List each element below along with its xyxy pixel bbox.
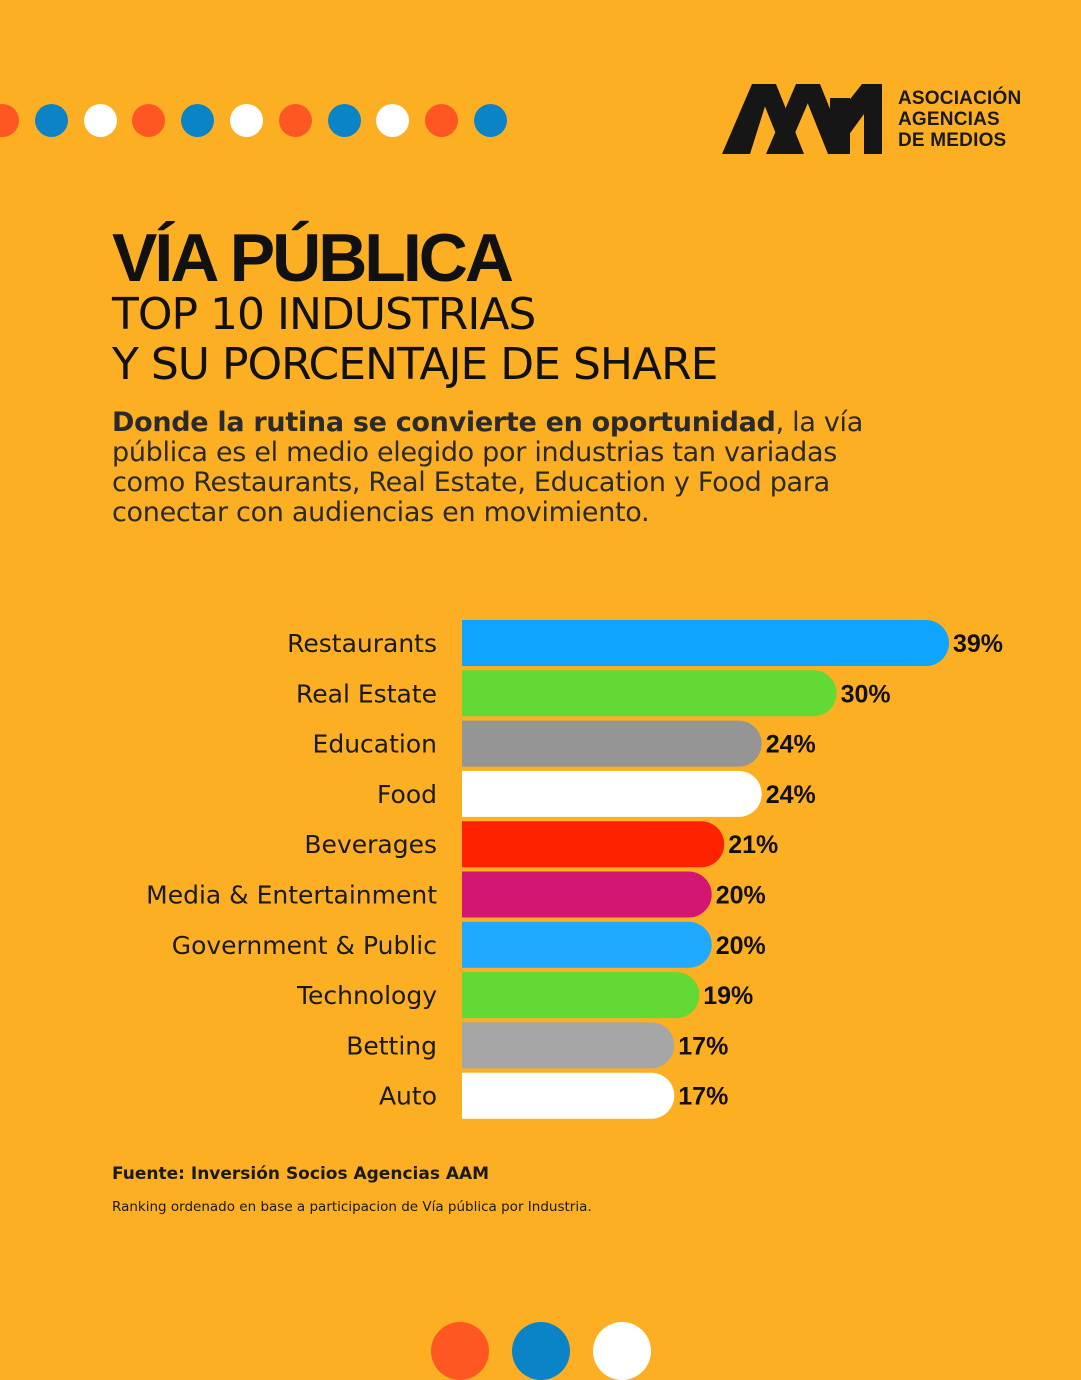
value-label: 30% <box>841 680 891 708</box>
bar <box>462 871 712 918</box>
decorative-dot <box>512 1322 570 1380</box>
aam-logo: ASOCIACIÓN AGENCIAS DE MEDIOS <box>722 84 1032 156</box>
decorative-dot <box>181 104 215 137</box>
bar <box>462 1022 675 1069</box>
category-label: Restaurants <box>287 629 437 658</box>
value-label: 17% <box>678 1083 728 1111</box>
subtitle-line-1: TOP 10 INDUSTRIAS <box>112 289 536 340</box>
bar <box>462 1072 675 1119</box>
category-label: Auto <box>379 1082 437 1111</box>
value-label: 21% <box>728 831 778 859</box>
bar <box>462 821 725 868</box>
bar <box>462 921 712 968</box>
value-label: 17% <box>678 1032 728 1060</box>
intro-bold: Donde la rutina se convierte en oportuni… <box>112 407 776 438</box>
category-label: Technology <box>296 981 437 1010</box>
decorative-dot <box>327 104 361 137</box>
value-label: 20% <box>716 932 766 960</box>
source-caption: Fuente: Inversión Socios Agencias AAM <box>112 1164 490 1184</box>
decorative-dots-top <box>0 0 540 200</box>
decorative-dot <box>474 104 507 137</box>
page-subtitle: TOP 10 INDUSTRIAS Y SU PORCENTAJE DE SHA… <box>112 289 718 390</box>
decorative-dot <box>83 104 117 137</box>
industry-share-bar-chart: Restaurants 39% Real Estate 30% Education 24%… <box>146 620 1003 1119</box>
decorative-dot <box>425 104 459 137</box>
decorative-dot <box>431 1322 489 1380</box>
logo-line-3: DE MEDIOS <box>898 130 1007 151</box>
ranking-note: Ranking ordenado en base a participacion… <box>112 1199 592 1215</box>
page-title: VÍA PÚBLICA <box>112 220 514 296</box>
aam-logo-mark <box>722 84 882 154</box>
category-label: Government & Public <box>172 931 437 960</box>
decorative-dot <box>132 104 166 137</box>
decorative-dot <box>278 104 312 137</box>
decorative-dot <box>230 104 263 137</box>
category-label: Betting <box>346 1031 437 1060</box>
decorative-dots-bottom <box>420 1310 680 1380</box>
decorative-dot <box>376 104 410 137</box>
bar <box>462 720 762 767</box>
category-label: Education <box>313 730 437 759</box>
decorative-dot <box>0 104 19 137</box>
category-label: Media & Entertainment <box>146 881 437 910</box>
subtitle-line-2: Y SU PORCENTAJE DE SHARE <box>112 339 718 390</box>
value-label: 24% <box>766 781 816 809</box>
category-label: Food <box>377 780 437 809</box>
category-label: Real Estate <box>296 679 437 708</box>
bar <box>462 972 700 1019</box>
bar <box>462 620 949 666</box>
logo-line-1: ASOCIACIÓN <box>898 88 1022 109</box>
intro-rest: , la vía pública es el medio elegido por… <box>112 407 863 528</box>
intro-paragraph: Donde la rutina se convierte en oportuni… <box>112 408 872 528</box>
logo-wordmark: ASOCIACIÓN AGENCIAS DE MEDIOS <box>898 88 1021 151</box>
bar <box>462 770 762 817</box>
decorative-dot <box>34 104 68 137</box>
category-label: Beverages <box>304 830 437 859</box>
value-label: 19% <box>703 982 753 1010</box>
value-label: 20% <box>716 882 766 910</box>
value-label: 39% <box>953 630 1003 658</box>
decorative-dot <box>593 1322 651 1380</box>
bar <box>462 670 837 717</box>
logo-line-2: AGENCIAS <box>898 109 1000 130</box>
value-label: 24% <box>766 731 816 759</box>
